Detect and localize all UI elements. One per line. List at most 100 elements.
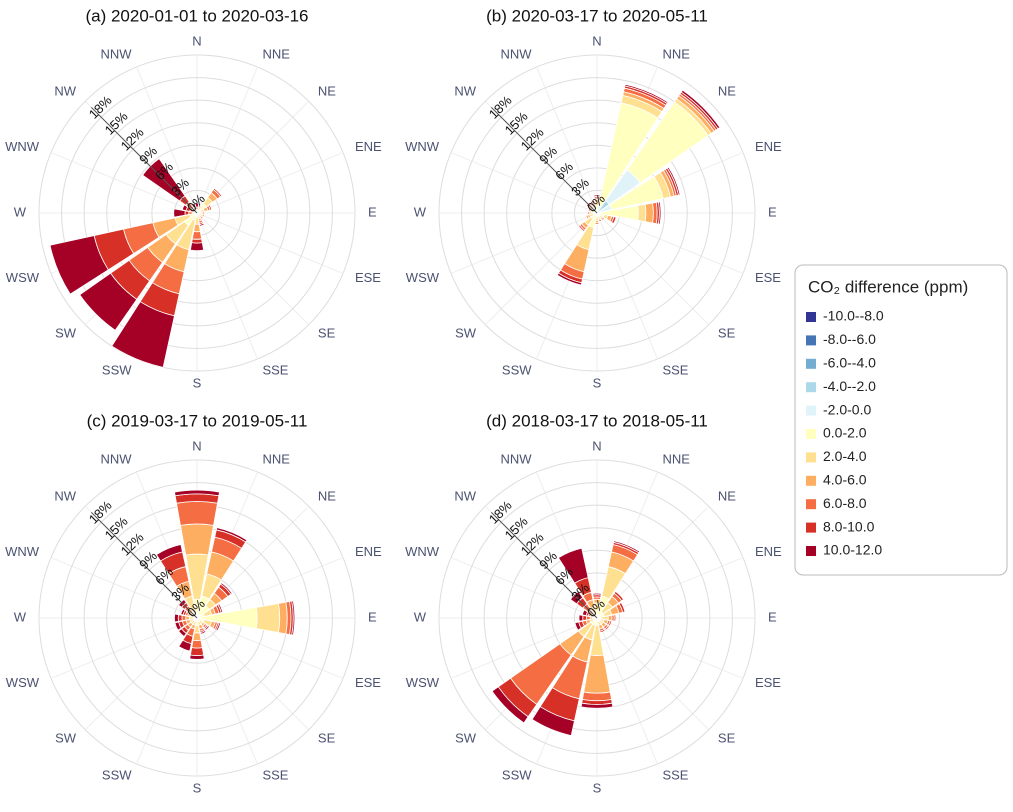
direction-label: SE: [318, 325, 336, 340]
direction-label: S: [593, 780, 602, 795]
direction-label: S: [593, 375, 602, 390]
chart-title: (a) 2020-01-01 to 2020-03-16: [85, 6, 308, 25]
spoke: [484, 212, 598, 326]
rose-segment: [202, 211, 205, 215]
rose-segment: [79, 272, 138, 331]
direction-label: NW: [54, 489, 76, 504]
direction-label: SSE: [262, 767, 288, 782]
rose-segment: [189, 647, 205, 657]
spoke: [596, 617, 710, 731]
rose-segment: [191, 639, 203, 649]
direction-label: SSE: [662, 767, 688, 782]
rose-segment: [531, 706, 575, 737]
rose-segment: [191, 202, 197, 209]
direction-label: SW: [55, 730, 77, 745]
legend-swatch: [806, 475, 816, 486]
grid-circle: [483, 504, 711, 732]
legend-swatch: [806, 546, 816, 556]
spoke: [196, 617, 344, 679]
legend-swatch: [806, 499, 816, 510]
direction-label: ESE: [355, 270, 381, 285]
spoke: [196, 66, 258, 214]
direction-label: WNW: [5, 544, 40, 559]
legend-label: 6.0-8.0: [823, 495, 867, 511]
r-tick-label: 9%: [136, 548, 160, 572]
spoke: [196, 617, 310, 731]
spoke: [196, 212, 310, 326]
direction-label: SW: [55, 325, 77, 340]
rose-segment: [178, 639, 192, 652]
grid-circle: [506, 122, 688, 304]
direction-label: WSW: [6, 675, 40, 690]
rose-segment: [607, 614, 613, 622]
rose-segment: [194, 202, 200, 208]
rose-segment: [624, 83, 669, 104]
rose-segment: [581, 609, 589, 617]
rose-segment: [574, 621, 582, 631]
rose-segment: [155, 544, 183, 562]
r-tick-label: 9%: [536, 548, 560, 572]
rose-segment: [593, 194, 601, 198]
direction-label: NW: [454, 84, 476, 99]
spoke: [196, 617, 258, 765]
rose-segment: [585, 214, 590, 220]
spoke: [84, 617, 198, 731]
spoke: [596, 617, 744, 679]
spoke: [596, 212, 658, 360]
chart-title: (c) 2019-03-17 to 2019-05-11: [87, 411, 308, 430]
direction-label: NE: [318, 489, 336, 504]
direction-label: WNW: [5, 139, 40, 154]
direction-label: SSE: [262, 362, 288, 377]
rose-segment: [604, 625, 610, 631]
legend-swatch: [806, 358, 816, 369]
direction-label: SW: [455, 730, 477, 745]
rose-segment: [637, 203, 647, 223]
rose-segment: [580, 702, 614, 709]
rose-segment: [578, 614, 584, 622]
rose-segment: [291, 600, 296, 636]
spoke: [196, 212, 344, 274]
radial-axis: [490, 511, 598, 619]
direction-label: WSW: [6, 270, 40, 285]
rose-segment: [658, 201, 662, 225]
direction-label: S: [193, 780, 202, 795]
direction-label: E: [368, 204, 377, 219]
rose-segment: [613, 540, 641, 554]
rose-segment: [594, 222, 600, 225]
direction-label: SSW: [102, 362, 132, 377]
direction-label: SW: [455, 325, 477, 340]
legend-swatch: [806, 335, 816, 346]
chart-title: (b) 2020-03-17 to 2020-05-11: [486, 6, 708, 25]
legend-label: 10.0-12.0: [823, 542, 882, 558]
direction-label: NNE: [662, 46, 690, 61]
rose-segment: [680, 89, 721, 130]
rose-segment: [582, 615, 588, 621]
spoke: [536, 66, 598, 214]
grid-circle: [128, 144, 266, 282]
grid-circle: [61, 482, 333, 754]
spoke: [596, 617, 658, 765]
rose-segment: [174, 621, 182, 631]
direction-label: W: [14, 609, 27, 624]
rose-segment: [557, 547, 589, 584]
direction-label: ESE: [355, 675, 381, 690]
rose-segment: [192, 632, 202, 641]
radial-axis: [90, 511, 198, 619]
spoke: [136, 66, 198, 214]
rose-segment: [199, 630, 207, 635]
rose-segment: [174, 489, 220, 497]
rose-segment: [181, 204, 189, 212]
rose-segment: [618, 602, 626, 613]
direction-label: SSW: [502, 362, 532, 377]
rose-segment: [207, 204, 213, 211]
spoke: [50, 617, 198, 679]
direction-label: NE: [718, 84, 736, 99]
direction-label: ENE: [355, 544, 382, 559]
rose-segment: [181, 614, 187, 622]
legend-swatch: [806, 382, 816, 393]
direction-label: SSE: [662, 362, 688, 377]
grid-circle: [461, 77, 733, 349]
direction-label: W: [414, 609, 427, 624]
direction-label: SE: [318, 730, 336, 745]
